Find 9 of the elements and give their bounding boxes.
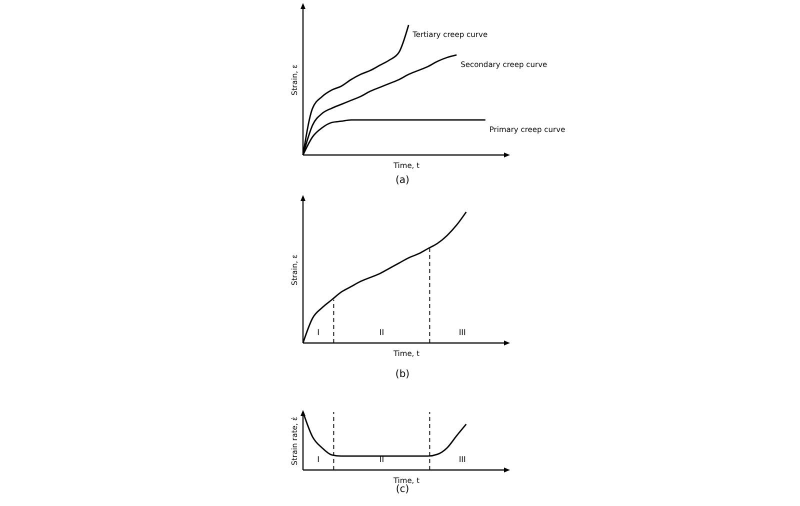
text: (a) (396, 175, 410, 186)
annotation: II (379, 455, 384, 464)
annotation: III (458, 328, 466, 337)
annotation: II (379, 328, 384, 337)
annotation: I (317, 455, 320, 464)
text: (c) (396, 484, 410, 495)
text: (b) (395, 369, 410, 380)
annotation: III (458, 455, 466, 464)
annotation: I (317, 328, 320, 337)
